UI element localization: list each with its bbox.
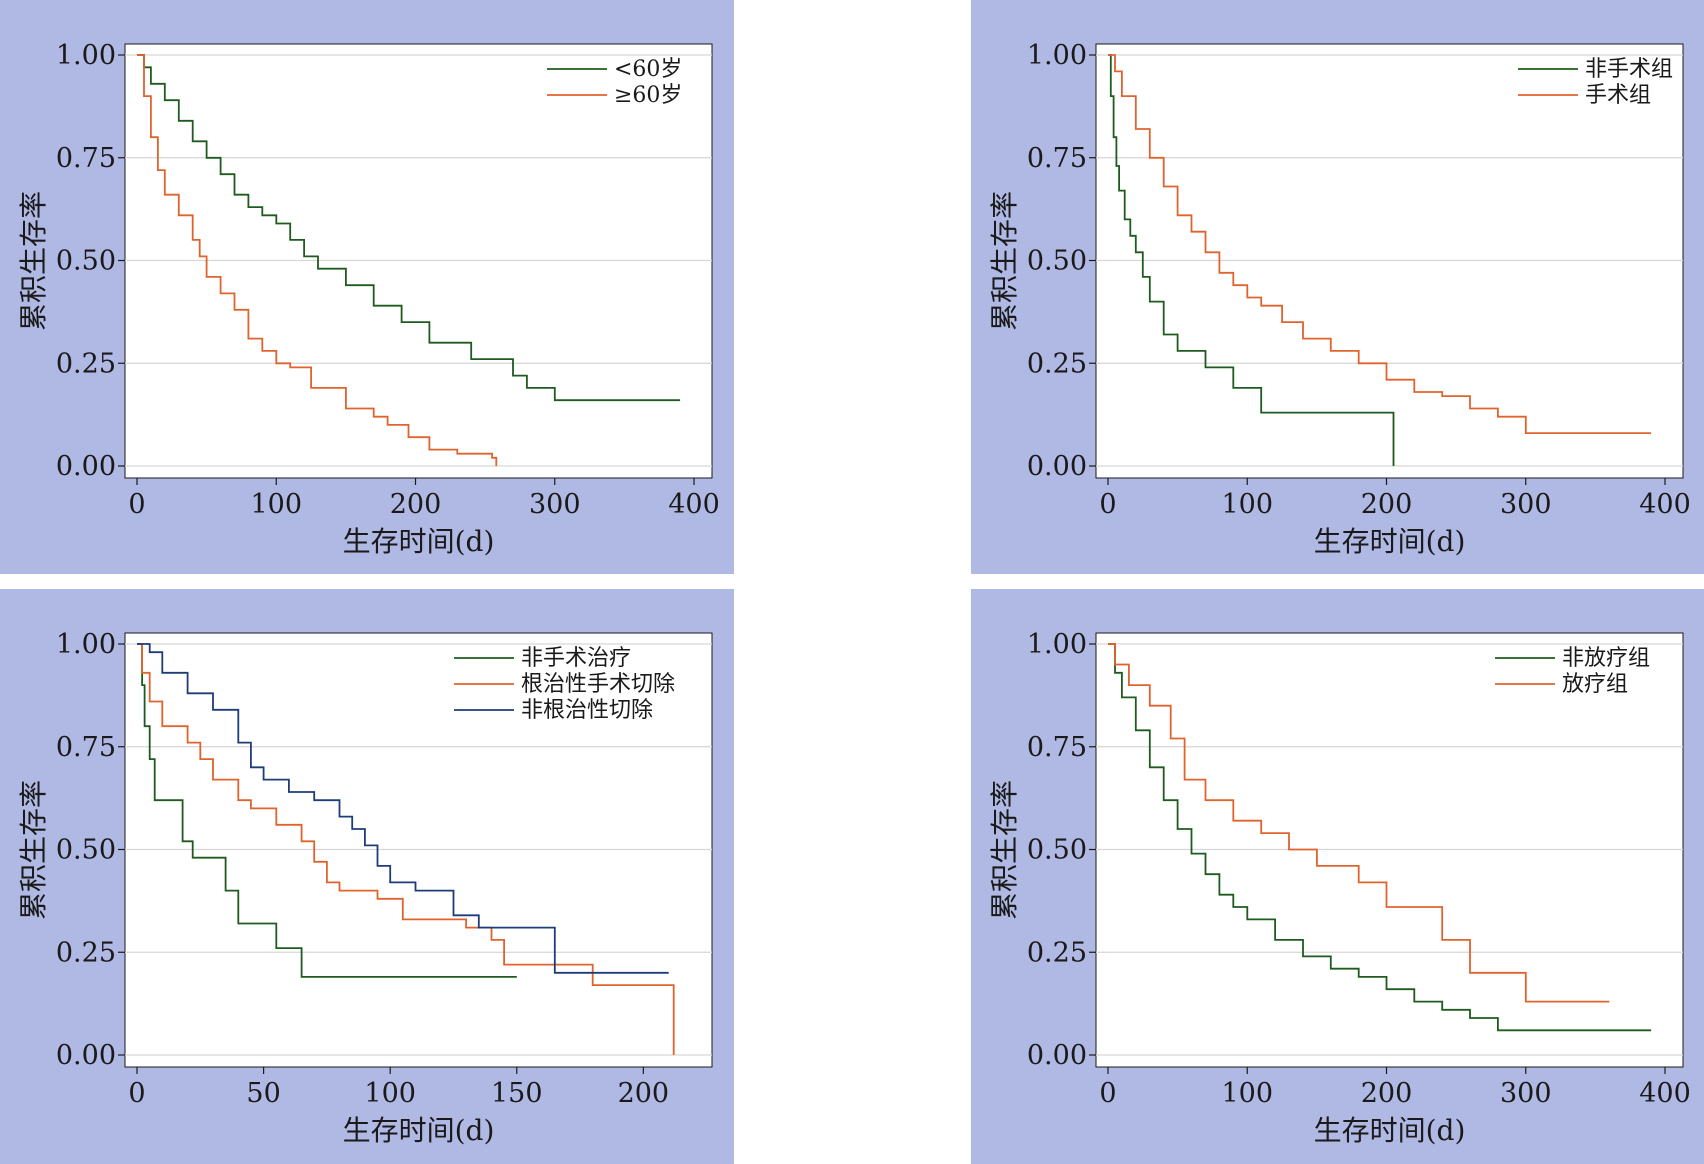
y-tick-label: 0.00 (1027, 1040, 1087, 1071)
y-tick-label: 0.75 (1027, 143, 1087, 174)
x-tick-label: 400 (668, 489, 720, 520)
y-tick-label: 0.25 (1027, 937, 1087, 968)
x-tick-label: 200 (1361, 1078, 1413, 1109)
y-tick-label: 1.00 (56, 40, 116, 71)
legend-label: 非手术组 (1585, 57, 1673, 82)
y-tick-label: 0.50 (56, 246, 116, 277)
x-tick-label: 100 (364, 1078, 416, 1109)
series-line-1 (1108, 643, 1652, 1032)
legend-label: ≥60岁 (614, 83, 682, 108)
y-tick-label: 0.25 (1027, 348, 1087, 379)
y-tick-label: 0.00 (1027, 451, 1087, 482)
chart-panel-3: 0.00 0.25 0.50 0.75 1.00 0 50 100 150 200 生存时间(d) 累… (0, 589, 734, 1164)
legend-label: 放疗组 (1562, 672, 1628, 697)
y-axis-title: 累积生存率 (17, 191, 50, 331)
y-tick-label: 0.50 (1027, 835, 1087, 866)
y-tick-label: 0.50 (1027, 246, 1087, 277)
series-line-3 (137, 643, 669, 974)
x-tick-label: 100 (1221, 1078, 1273, 1109)
y-tick-label: 0.75 (56, 732, 116, 763)
series-line-2 (1108, 54, 1652, 434)
x-tick-label: 300 (1500, 489, 1552, 520)
x-tick-label: 300 (529, 489, 581, 520)
x-tick-label: 200 (390, 489, 442, 520)
x-tick-label: 300 (1500, 1078, 1552, 1109)
series-line-1 (137, 643, 517, 978)
series-line-1 (1108, 54, 1395, 466)
x-axis-title: 生存时间(d) (343, 1114, 495, 1147)
x-tick-label: 200 (618, 1078, 670, 1109)
x-tick-label: 0 (1099, 1078, 1116, 1109)
y-axis-title: 累积生存率 (988, 191, 1021, 331)
y-tick-label: 0.00 (56, 451, 116, 482)
x-tick-label: 0 (1099, 489, 1116, 520)
x-tick-label: 400 (1639, 1078, 1691, 1109)
series-line-2 (137, 643, 675, 1055)
y-tick-label: 1.00 (1027, 629, 1087, 660)
x-axis-title: 生存时间(d) (343, 525, 495, 558)
y-tick-label: 0.50 (56, 835, 116, 866)
y-axis-title: 累积生存率 (988, 780, 1021, 920)
x-tick-label: 0 (128, 489, 145, 520)
chart-panel-4: 0.00 0.25 0.50 0.75 1.00 0 100 200 300 400 生存时间(d)… (971, 589, 1704, 1164)
series-line-2 (1108, 643, 1610, 1003)
x-tick-label: 0 (128, 1078, 145, 1109)
legend-label: 手术组 (1585, 83, 1651, 108)
legend-label: 根治性手术切除 (521, 672, 675, 697)
x-axis-title: 生存时间(d) (1314, 525, 1466, 558)
series-line-1 (137, 54, 681, 402)
legend-label: 非手术治疗 (521, 646, 631, 671)
y-axis-title: 累积生存率 (17, 780, 50, 920)
x-tick-label: 200 (1361, 489, 1413, 520)
series-line-2 (137, 54, 498, 466)
y-tick-label: 0.75 (56, 143, 116, 174)
legend-label: 非放疗组 (1562, 646, 1650, 671)
x-axis-title: 生存时间(d) (1314, 1114, 1466, 1147)
x-tick-label: 100 (250, 489, 302, 520)
x-tick-label: 400 (1639, 489, 1691, 520)
y-tick-label: 0.25 (56, 348, 116, 379)
y-tick-label: 1.00 (56, 629, 116, 660)
x-tick-label: 50 (246, 1078, 280, 1109)
legend-label: <60岁 (614, 57, 682, 82)
x-tick-label: 100 (1221, 489, 1273, 520)
y-tick-label: 1.00 (1027, 40, 1087, 71)
chart-panel-1: 0.00 0.25 0.50 0.75 1.00 0 100 200 300 400 生存时间(d)… (0, 0, 734, 574)
x-tick-label: 150 (491, 1078, 543, 1109)
chart-panel-2: 0.00 0.25 0.50 0.75 1.00 0 100 200 300 400 生存时间(d)… (971, 0, 1704, 574)
y-tick-label: 0.75 (1027, 732, 1087, 763)
y-tick-label: 0.25 (56, 937, 116, 968)
y-tick-label: 0.00 (56, 1040, 116, 1071)
legend-label: 非根治性切除 (521, 698, 653, 723)
